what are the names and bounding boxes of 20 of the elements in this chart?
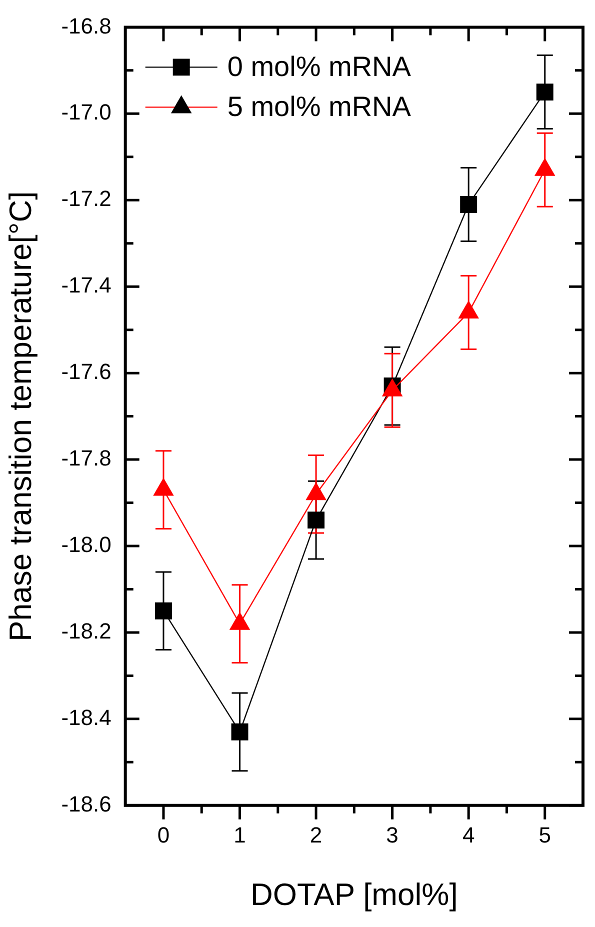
legend-label: 5 mol% mRNA — [227, 90, 412, 122]
y-tick-label: -17.6 — [61, 359, 112, 384]
y-tick-label: -17.8 — [61, 446, 112, 471]
y-tick-label: -18.6 — [61, 791, 112, 816]
y-tick-label: -17.4 — [61, 272, 112, 298]
y-tick-label: -18.4 — [61, 704, 112, 730]
y-tick-label: -16.8 — [61, 13, 112, 38]
x-tick-label: 1 — [234, 822, 246, 848]
y-axis-title: Phase transition temperature[°C] — [3, 191, 38, 642]
y-tick-label: -17.2 — [61, 186, 112, 212]
x-tick-label: 3 — [386, 822, 398, 848]
x-tick-label: 0 — [157, 822, 170, 848]
x-tick-label: 4 — [462, 822, 475, 848]
y-tick-label: -18.0 — [61, 532, 112, 558]
x-tick-label: 2 — [310, 822, 322, 848]
x-tick-label: 5 — [538, 822, 551, 848]
x-axis-title: DOTAP [mol%] — [250, 876, 458, 912]
legend-label: 0 mol% mRNA — [227, 50, 412, 82]
y-tick-label: -17.0 — [61, 100, 112, 125]
y-tick-label: -18.2 — [61, 618, 112, 644]
